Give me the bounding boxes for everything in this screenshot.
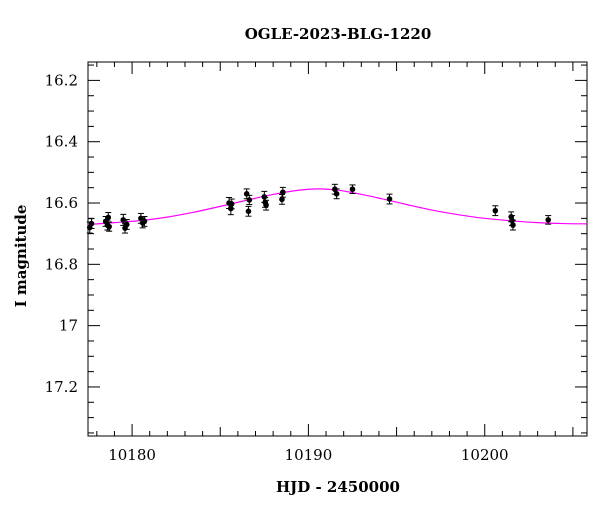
data-marker: [386, 196, 393, 202]
x-tick-label: 10190: [285, 446, 333, 464]
x-axis-label: HJD - 2450000: [276, 478, 400, 496]
data-point: [492, 205, 499, 217]
data-marker: [105, 214, 112, 221]
y-tick-label: 16.8: [45, 255, 78, 273]
data-points-layer: [86, 183, 552, 234]
data-marker: [279, 196, 285, 203]
data-point: [349, 184, 356, 195]
data-marker: [280, 189, 286, 196]
y-tick-label: 16.6: [45, 194, 78, 212]
x-tick-label: 10200: [461, 446, 509, 464]
data-marker: [492, 207, 499, 214]
data-marker: [141, 218, 148, 225]
data-marker: [228, 201, 235, 207]
plot-border: [87, 61, 588, 437]
data-point: [88, 218, 95, 229]
data-point: [278, 193, 285, 205]
data-point: [279, 186, 286, 198]
y-axis-label: I magnitude: [12, 205, 30, 308]
data-point: [123, 219, 130, 230]
data-point: [141, 216, 148, 227]
data-point: [106, 221, 113, 232]
x-tick-label: 10180: [108, 446, 156, 464]
data-point: [509, 219, 516, 231]
data-point: [545, 215, 552, 225]
data-marker: [88, 220, 95, 227]
data-point: [333, 188, 340, 200]
data-point: [245, 205, 252, 217]
data-marker: [120, 217, 127, 223]
data-marker: [333, 191, 340, 197]
x-axis: 10180 10190 10200: [96, 62, 574, 464]
data-marker: [510, 222, 516, 228]
data-marker: [349, 186, 356, 193]
y-tick-label: 17: [59, 317, 78, 335]
data-marker: [246, 197, 253, 203]
data-point: [386, 193, 393, 205]
data-point: [263, 199, 270, 211]
data-marker: [245, 208, 252, 215]
data-point: [246, 194, 253, 206]
y-tick-label: 16.4: [45, 133, 78, 151]
chart-title: OGLE-2023-BLG-1220: [245, 25, 432, 43]
y-tick-label: 17.2: [45, 378, 78, 396]
data-marker: [106, 223, 112, 230]
data-marker: [545, 217, 552, 223]
data-point: [228, 198, 235, 210]
y-axis: 16.2 16.4 16.6 16.8 17 17.2: [45, 64, 587, 434]
data-marker: [263, 202, 269, 208]
plot-frame: [87, 61, 588, 437]
y-tick-label: 16.2: [45, 71, 78, 89]
data-marker: [123, 221, 130, 228]
data-marker: [261, 194, 268, 200]
